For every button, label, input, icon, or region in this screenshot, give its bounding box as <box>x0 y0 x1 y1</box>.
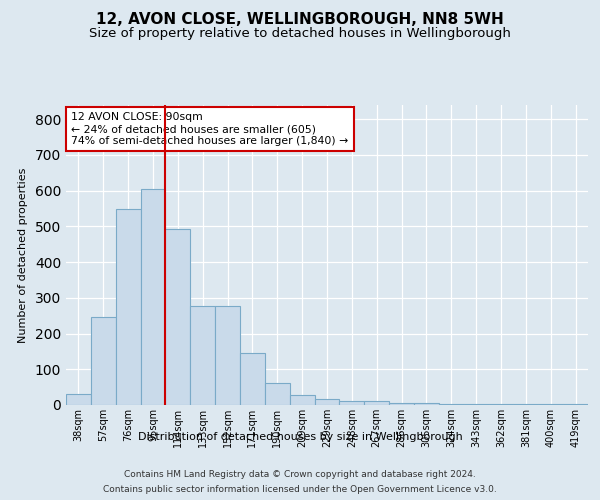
Bar <box>116 210 140 405</box>
Text: 12, AVON CLOSE, WELLINGBOROUGH, NN8 5WH: 12, AVON CLOSE, WELLINGBOROUGH, NN8 5WH <box>96 12 504 28</box>
Bar <box>439 404 464 405</box>
Bar <box>166 230 190 405</box>
Text: Contains public sector information licensed under the Open Government Licence v3: Contains public sector information licen… <box>103 485 497 494</box>
Bar <box>66 394 91 405</box>
Bar <box>488 404 514 405</box>
Bar <box>240 353 265 405</box>
Bar <box>265 383 290 405</box>
Bar <box>215 306 240 405</box>
Bar <box>389 402 414 405</box>
Bar <box>563 404 588 405</box>
Bar <box>290 395 314 405</box>
Bar <box>314 398 340 405</box>
Y-axis label: Number of detached properties: Number of detached properties <box>18 168 28 342</box>
Text: 12 AVON CLOSE: 90sqm
← 24% of detached houses are smaller (605)
74% of semi-deta: 12 AVON CLOSE: 90sqm ← 24% of detached h… <box>71 112 349 146</box>
Bar <box>340 400 364 405</box>
Bar <box>91 317 116 405</box>
Text: Contains HM Land Registry data © Crown copyright and database right 2024.: Contains HM Land Registry data © Crown c… <box>124 470 476 479</box>
Text: Size of property relative to detached houses in Wellingborough: Size of property relative to detached ho… <box>89 28 511 40</box>
Bar <box>364 402 389 405</box>
Text: Distribution of detached houses by size in Wellingborough: Distribution of detached houses by size … <box>137 432 463 442</box>
Bar <box>514 404 538 405</box>
Bar <box>538 404 563 405</box>
Bar <box>464 404 488 405</box>
Bar <box>140 190 166 405</box>
Bar <box>414 403 439 405</box>
Bar <box>190 306 215 405</box>
